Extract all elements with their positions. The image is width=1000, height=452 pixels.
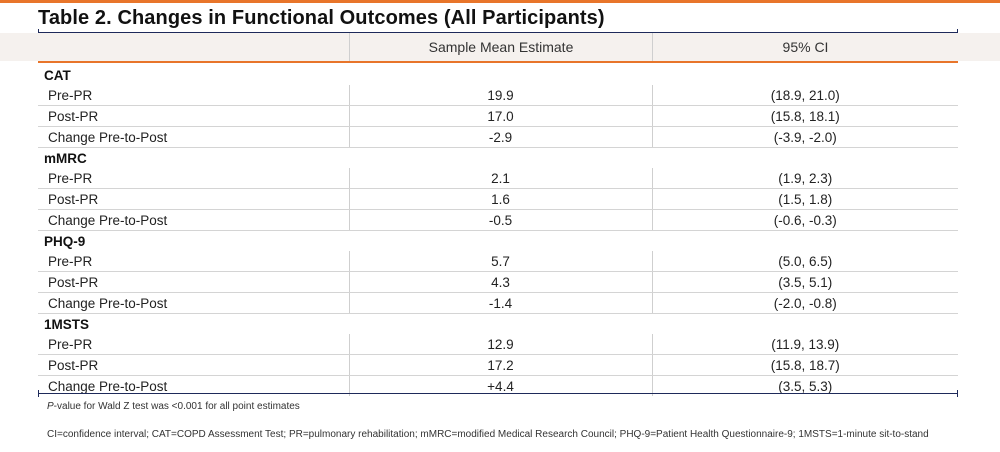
row-label: Post-PR bbox=[38, 105, 349, 127]
table-row: Change Pre-to-Post -0.5 (-0.6, -0.3) bbox=[38, 209, 959, 231]
row-label: Change Pre-to-Post bbox=[38, 292, 349, 314]
section-header-row: CAT bbox=[38, 65, 958, 85]
header-label-column bbox=[38, 33, 349, 61]
confidence-interval: (11.9, 13.9) bbox=[651, 334, 959, 355]
table-row: Pre-PR 12.9 (11.9, 13.9) bbox=[38, 334, 959, 355]
table-row: Pre-PR 19.9 (18.9, 21.0) bbox=[38, 85, 959, 106]
pvalue-text: -value for Wald Z test was <0.001 for al… bbox=[53, 401, 300, 412]
confidence-interval: (3.5, 5.1) bbox=[651, 271, 959, 293]
table-bottom-rule bbox=[38, 390, 958, 397]
confidence-interval: (15.8, 18.1) bbox=[651, 105, 959, 127]
row-label: Post-PR bbox=[38, 188, 349, 210]
pvalue-footnote: P-value for Wald Z test was <0.001 for a… bbox=[47, 401, 300, 412]
table-title: Table 2. Changes in Functional Outcomes … bbox=[38, 7, 605, 29]
header-col-separator bbox=[652, 33, 653, 61]
mean-estimate: -2.9 bbox=[348, 126, 652, 148]
row-label: Pre-PR bbox=[38, 168, 349, 189]
row-label: Pre-PR bbox=[38, 85, 349, 106]
confidence-interval: (-0.6, -0.3) bbox=[651, 209, 959, 231]
mean-estimate: 12.9 bbox=[348, 334, 652, 355]
table-row: Change Pre-to-Post +4.4 (3.5, 5.3) bbox=[38, 375, 959, 396]
confidence-interval: (3.5, 5.3) bbox=[651, 375, 959, 396]
confidence-interval: (1.9, 2.3) bbox=[651, 168, 959, 189]
confidence-interval: (-3.9, -2.0) bbox=[651, 126, 959, 148]
pvalue-italic: P bbox=[47, 401, 54, 412]
mean-estimate: 4.3 bbox=[348, 271, 652, 293]
section-header-row: PHQ-9 bbox=[38, 231, 958, 252]
mean-estimate: 2.1 bbox=[348, 168, 652, 189]
section-header-row: mMRC bbox=[38, 148, 958, 169]
table-row: Change Pre-to-Post -1.4 (-2.0, -0.8) bbox=[38, 292, 959, 314]
section-title: 1MSTS bbox=[44, 316, 90, 332]
mean-estimate: +4.4 bbox=[348, 375, 652, 396]
row-label: Pre-PR bbox=[38, 251, 349, 272]
section-title: CAT bbox=[44, 67, 71, 83]
mean-estimate: 17.2 bbox=[348, 354, 652, 376]
confidence-interval: (15.8, 18.7) bbox=[651, 354, 959, 376]
mean-estimate: 1.6 bbox=[348, 188, 652, 210]
header-bottom-rule bbox=[38, 61, 958, 63]
section-header-row: 1MSTS bbox=[38, 314, 958, 335]
row-label: Pre-PR bbox=[38, 334, 349, 355]
confidence-interval: (-2.0, -0.8) bbox=[651, 292, 959, 314]
outcomes-table: CAT Pre-PR 19.9 (18.9, 21.0) Post-PR 17.0 (15.… bbox=[38, 65, 959, 396]
table-row: Post-PR 1.6 (1.5, 1.8) bbox=[38, 188, 959, 210]
mean-estimate: 17.0 bbox=[348, 105, 652, 127]
table-row: Change Pre-to-Post -2.9 (-3.9, -2.0) bbox=[38, 126, 959, 148]
table-row: Post-PR 17.2 (15.8, 18.7) bbox=[38, 354, 959, 376]
confidence-interval: (5.0, 6.5) bbox=[651, 251, 959, 272]
header-band bbox=[0, 33, 1000, 61]
row-label: Change Pre-to-Post bbox=[38, 209, 349, 231]
table-row: Post-PR 4.3 (3.5, 5.1) bbox=[38, 271, 959, 293]
section-title: PHQ-9 bbox=[44, 233, 86, 249]
mean-estimate: 19.9 bbox=[348, 85, 652, 106]
abbreviations-footnote: CI=confidence interval; CAT=COPD Assessm… bbox=[47, 429, 929, 440]
header-mean-column: Sample Mean Estimate bbox=[428, 39, 574, 55]
mean-estimate: 5.7 bbox=[348, 251, 652, 272]
table-top-rule bbox=[38, 29, 958, 36]
confidence-interval: (1.5, 1.8) bbox=[651, 188, 959, 210]
confidence-interval: (18.9, 21.0) bbox=[651, 85, 959, 106]
row-label: Change Pre-to-Post bbox=[38, 126, 349, 148]
table-row: Post-PR 17.0 (15.8, 18.1) bbox=[38, 105, 959, 127]
row-label: Change Pre-to-Post bbox=[48, 378, 168, 394]
table-row: Pre-PR 2.1 (1.9, 2.3) bbox=[38, 168, 959, 189]
section-title: mMRC bbox=[44, 150, 87, 166]
header-col-separator bbox=[349, 33, 350, 61]
header-ci-column: 95% CI bbox=[782, 39, 829, 55]
mean-estimate: -1.4 bbox=[348, 292, 652, 314]
row-label: Post-PR bbox=[38, 354, 349, 376]
mean-estimate: -0.5 bbox=[348, 209, 652, 231]
row-label: Post-PR bbox=[38, 271, 349, 293]
table-row: Pre-PR 5.7 (5.0, 6.5) bbox=[38, 251, 959, 272]
top-accent-rule bbox=[0, 0, 1000, 3]
